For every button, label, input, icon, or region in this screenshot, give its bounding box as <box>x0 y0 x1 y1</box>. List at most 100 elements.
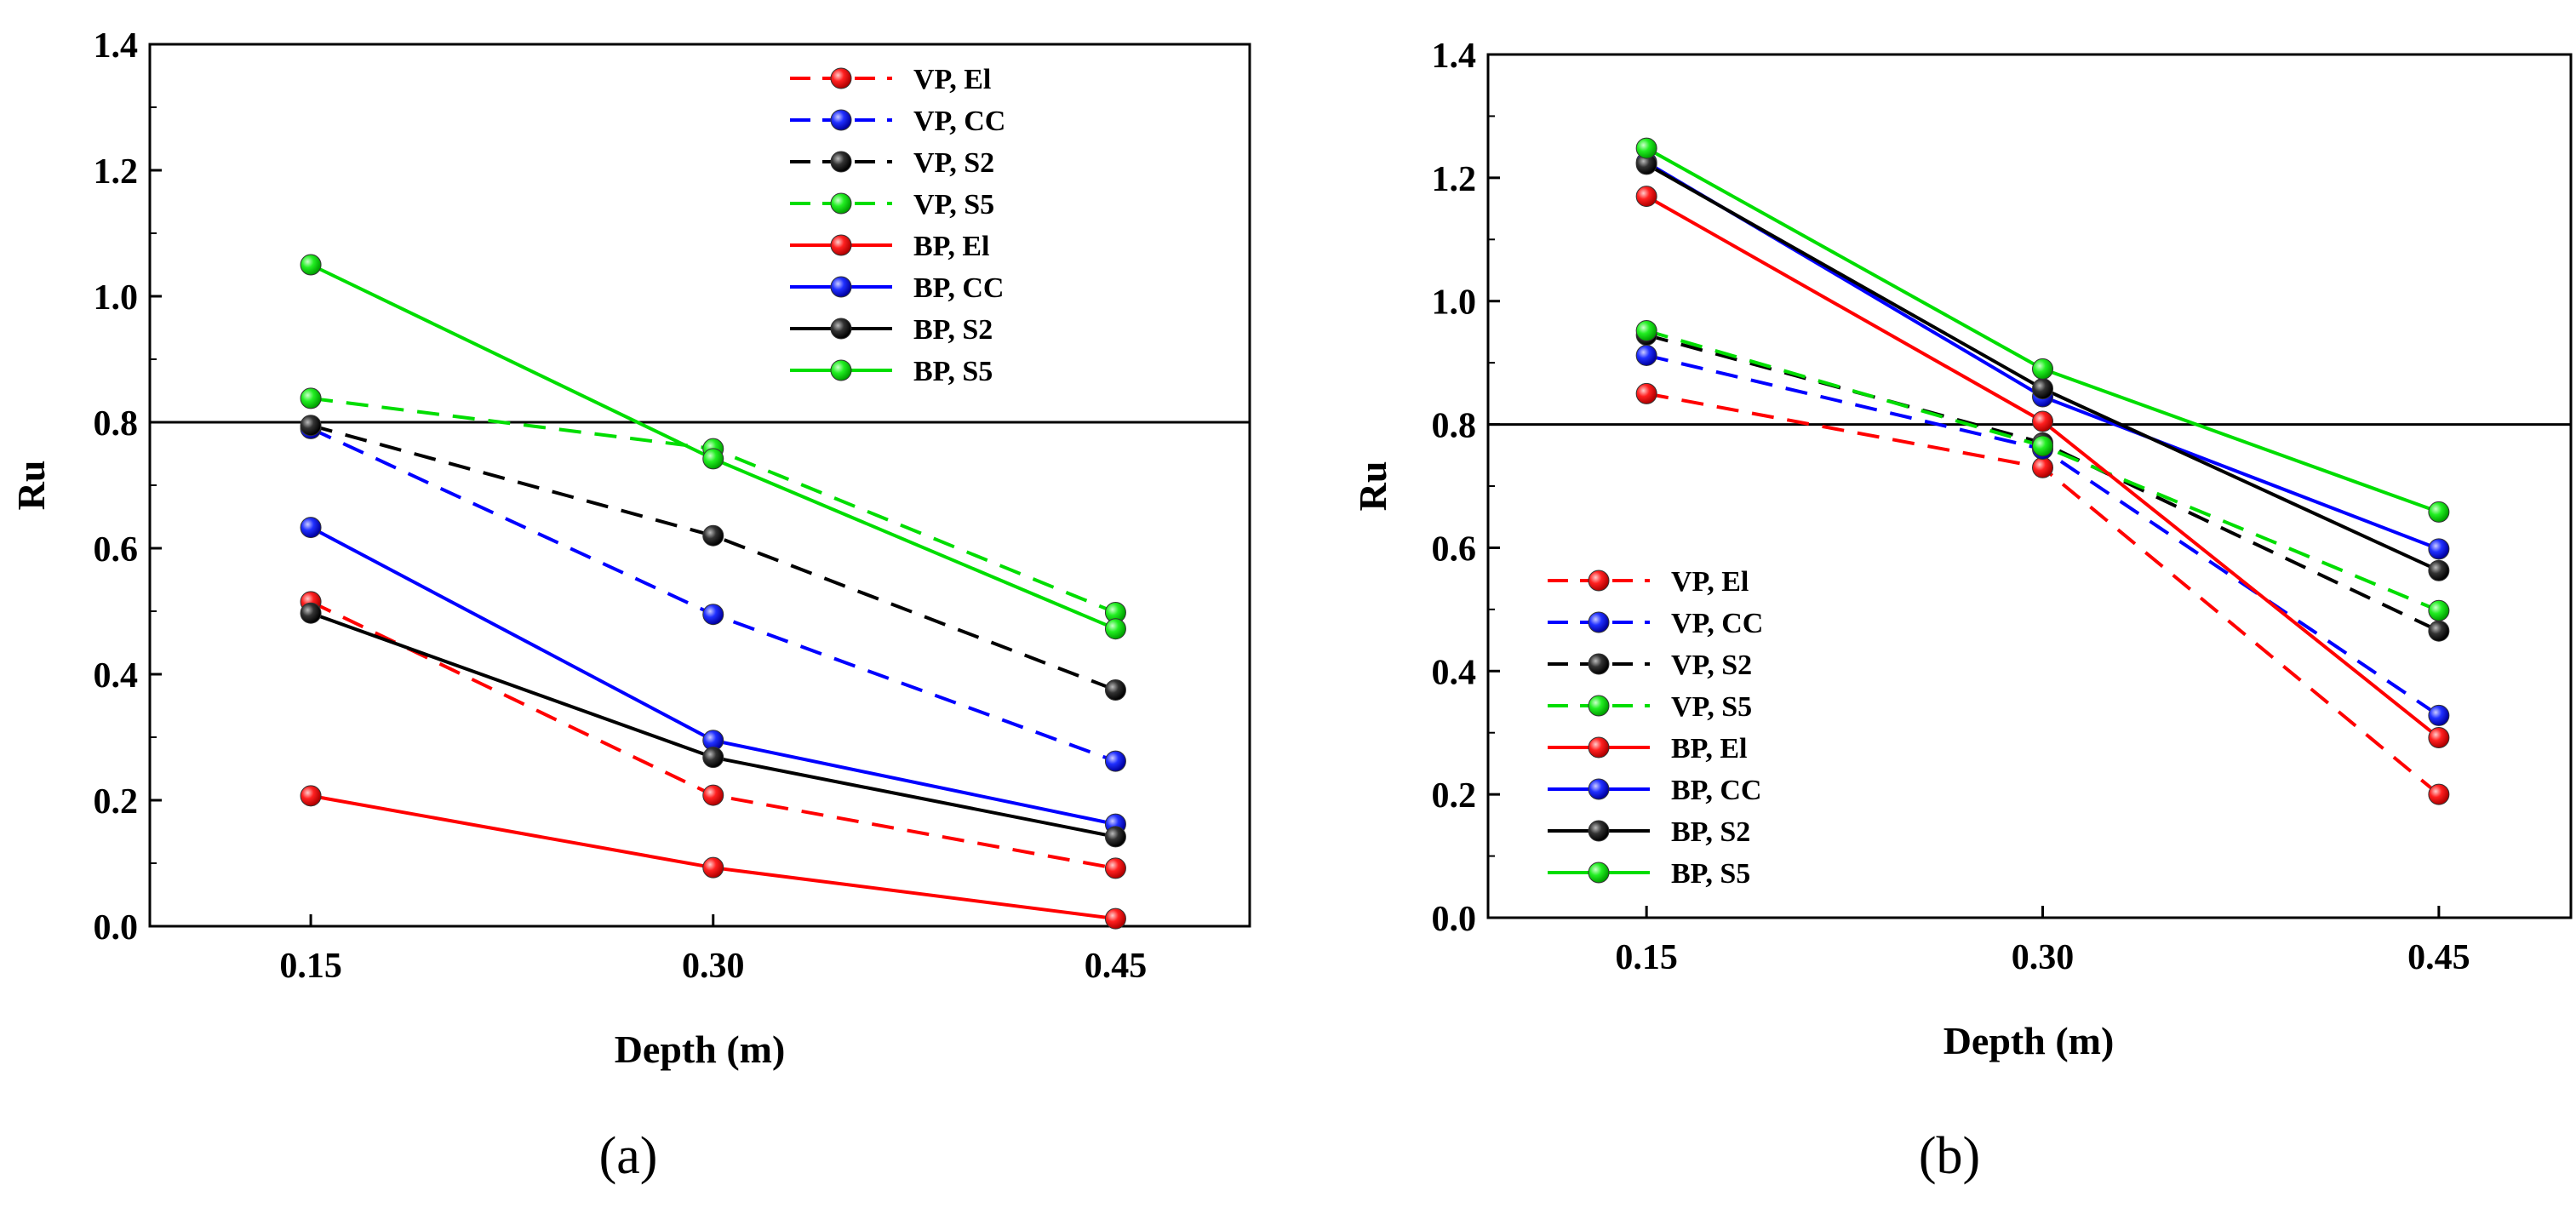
data-point <box>300 415 322 437</box>
x-tick-label: 0.30 <box>682 947 745 986</box>
data-point <box>1104 907 1126 930</box>
legend-label: VP, S5 <box>1671 691 1752 723</box>
data-point <box>702 448 724 470</box>
y-tick-label: 0.8 <box>1432 407 1477 446</box>
legend-label: BP, El <box>1671 733 1747 764</box>
y-axis-label: Ru <box>1351 461 1394 512</box>
y-tick-label: 0.0 <box>1432 900 1477 939</box>
series-line <box>310 396 1117 615</box>
legend-label: BP, CC <box>1671 775 1761 806</box>
y-axis-label: Ru <box>9 461 53 511</box>
legend-label: VP, S2 <box>1671 650 1752 681</box>
figure-caption: (b) <box>1919 1127 1980 1185</box>
y-tick-label: 1.2 <box>94 152 139 192</box>
data-point <box>300 602 322 624</box>
y-tick-label: 0.4 <box>94 656 139 696</box>
y-tick-label: 1.0 <box>1432 283 1477 323</box>
chart-panel-a: 0.0 0.2 0.4 0.6 0.8 1.0 1.2 1.4 0.15 0.30 0.45 Dept… <box>9 26 1251 1185</box>
y-tick-label: 0.0 <box>94 908 139 948</box>
y-tick-label: 1.4 <box>94 26 139 66</box>
data-point <box>2428 704 2450 726</box>
data-point <box>2428 599 2450 621</box>
y-tick-label: 1.2 <box>1432 160 1477 199</box>
legend-label: BP, S5 <box>913 356 993 387</box>
data-point <box>300 387 322 409</box>
data-point <box>1635 344 1657 366</box>
legend-label: VP, S2 <box>913 147 994 179</box>
legend-marker <box>1588 653 1610 675</box>
data-point <box>2428 559 2450 581</box>
legend-marker <box>1588 862 1610 884</box>
y-tick-label: 0.6 <box>1432 530 1477 569</box>
legend-marker <box>1588 611 1610 633</box>
data-point <box>1635 186 1657 208</box>
legend-marker <box>1588 820 1610 842</box>
x-axis-label: Depth (m) <box>1943 1019 2115 1062</box>
legend-marker <box>830 151 852 173</box>
legend-marker <box>1588 570 1610 592</box>
x-tick-label: 0.45 <box>2407 938 2470 977</box>
y-tick-label: 0.8 <box>94 404 139 444</box>
y-tick-label: 1.4 <box>1432 37 1477 76</box>
plot-frame <box>1486 53 2573 919</box>
data-point <box>2428 501 2450 523</box>
data-point <box>702 856 724 879</box>
data-point <box>1104 826 1126 848</box>
data-point <box>702 524 724 547</box>
data-point <box>2428 783 2450 805</box>
series-line <box>310 427 1117 763</box>
x-tick-label: 0.15 <box>279 947 342 986</box>
data-point <box>702 604 724 626</box>
legend-marker <box>830 359 852 381</box>
data-point <box>300 254 322 276</box>
legend-label: VP, CC <box>1671 608 1763 639</box>
x-tick-label: 0.15 <box>1615 938 1678 977</box>
figure-caption: (a) <box>599 1127 658 1185</box>
data-point <box>300 785 322 807</box>
legend-marker <box>1588 778 1610 800</box>
x-axis-label: Depth (m) <box>615 1028 786 1071</box>
legend-label: BP, CC <box>913 272 1004 304</box>
data-point <box>1635 137 1657 159</box>
data-point <box>702 784 724 806</box>
data-point <box>2032 410 2054 432</box>
y-tick-label: 1.0 <box>94 278 139 318</box>
y-tick-label: 0.6 <box>94 530 139 570</box>
legend-label: VP, El <box>1671 566 1749 598</box>
data-point <box>1635 319 1657 341</box>
legend-marker <box>1588 736 1610 759</box>
legend-marker <box>830 192 852 215</box>
data-point <box>1104 750 1126 772</box>
legend-marker <box>830 276 852 298</box>
legend-label: VP, S5 <box>913 189 994 220</box>
legend-label: VP, CC <box>913 106 1005 137</box>
legend-marker <box>830 318 852 340</box>
data-point <box>300 517 322 539</box>
legend-marker <box>830 109 852 131</box>
series-line <box>310 525 1116 827</box>
y-tick-label: 0.2 <box>94 782 139 822</box>
data-point <box>2032 358 2054 380</box>
legend-marker <box>830 234 852 256</box>
data-point <box>2428 727 2450 749</box>
data-point <box>1104 679 1126 701</box>
x-tick-label: 0.45 <box>1085 947 1148 986</box>
data-point <box>702 747 724 769</box>
legend-label: BP, S5 <box>1671 858 1750 890</box>
legend-label: BP, S2 <box>913 314 993 346</box>
legend-marker <box>1588 695 1610 717</box>
legend-label: BP, El <box>913 231 989 262</box>
y-tick-label: 0.2 <box>1432 776 1477 816</box>
data-point <box>2428 620 2450 642</box>
chart-panel-b: 0.0 0.2 0.4 0.6 0.8 1.0 1.2 1.4 0.15 0.30 0.45 Dept… <box>1351 37 2573 1185</box>
legend-label: VP, El <box>913 64 991 95</box>
legend-label: BP, S2 <box>1671 816 1750 848</box>
legend-marker <box>830 67 852 89</box>
data-point <box>2428 538 2450 560</box>
data-point <box>1104 618 1126 640</box>
data-point <box>1104 857 1126 879</box>
y-tick-label: 0.4 <box>1432 653 1477 692</box>
data-point <box>2032 456 2054 478</box>
series-line <box>1646 353 2440 718</box>
